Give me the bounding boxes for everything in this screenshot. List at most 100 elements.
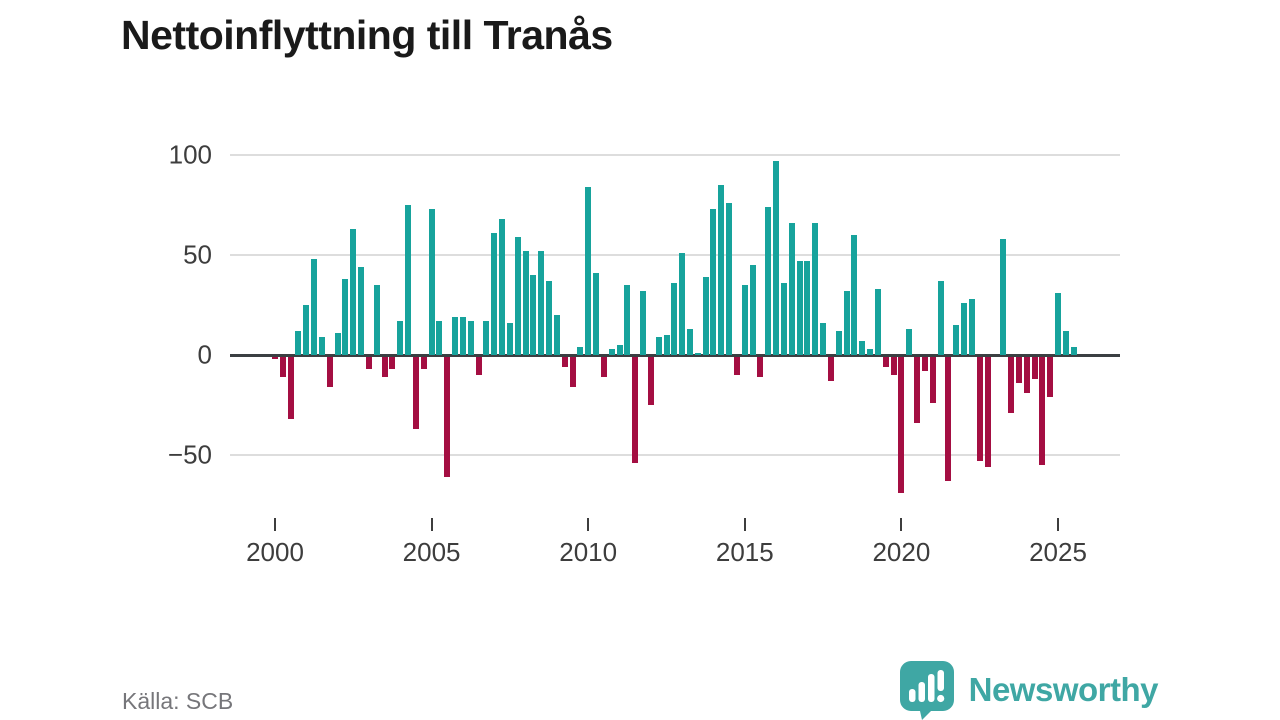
bar[interactable] bbox=[546, 281, 553, 355]
bar[interactable] bbox=[929, 357, 936, 403]
bar[interactable] bbox=[1047, 357, 1054, 397]
bar[interactable] bbox=[655, 337, 662, 355]
bar[interactable] bbox=[663, 335, 670, 355]
bar[interactable] bbox=[600, 357, 607, 377]
bar[interactable] bbox=[538, 251, 545, 355]
bar[interactable] bbox=[686, 329, 693, 355]
bar[interactable] bbox=[381, 357, 388, 377]
bar[interactable] bbox=[859, 341, 866, 355]
bar[interactable] bbox=[530, 275, 537, 355]
bar[interactable] bbox=[303, 305, 310, 355]
bar[interactable] bbox=[499, 219, 506, 355]
bar[interactable] bbox=[937, 281, 944, 355]
bar[interactable] bbox=[1023, 357, 1030, 393]
bar[interactable] bbox=[358, 267, 365, 355]
bar[interactable] bbox=[820, 323, 827, 355]
bar[interactable] bbox=[796, 261, 803, 355]
bar[interactable] bbox=[679, 253, 686, 355]
bar[interactable] bbox=[984, 357, 991, 467]
bar[interactable] bbox=[1000, 239, 1007, 355]
bar[interactable] bbox=[452, 317, 459, 355]
bar[interactable] bbox=[914, 357, 921, 423]
bar[interactable] bbox=[365, 357, 372, 369]
bar[interactable] bbox=[1008, 357, 1015, 413]
bar[interactable] bbox=[1062, 331, 1069, 355]
bar[interactable] bbox=[577, 347, 584, 355]
bar[interactable] bbox=[318, 337, 325, 355]
bar[interactable] bbox=[694, 353, 701, 355]
bar[interactable] bbox=[569, 357, 576, 387]
bar[interactable] bbox=[788, 223, 795, 355]
bar[interactable] bbox=[420, 357, 427, 369]
bar[interactable] bbox=[467, 321, 474, 355]
bar[interactable] bbox=[921, 357, 928, 371]
bar[interactable] bbox=[671, 283, 678, 355]
bar[interactable] bbox=[608, 349, 615, 355]
bar[interactable] bbox=[1039, 357, 1046, 465]
bar[interactable] bbox=[843, 291, 850, 355]
bar[interactable] bbox=[812, 223, 819, 355]
bar[interactable] bbox=[444, 357, 451, 477]
bar[interactable] bbox=[311, 259, 318, 355]
bar[interactable] bbox=[749, 265, 756, 355]
bar[interactable] bbox=[350, 229, 357, 355]
bar[interactable] bbox=[593, 273, 600, 355]
bar[interactable] bbox=[968, 299, 975, 355]
bar[interactable] bbox=[1055, 293, 1061, 355]
bar[interactable] bbox=[647, 357, 654, 405]
bar[interactable] bbox=[640, 291, 646, 355]
bar[interactable] bbox=[702, 277, 709, 355]
bar[interactable] bbox=[1015, 357, 1022, 383]
bar[interactable] bbox=[295, 331, 302, 355]
bar[interactable] bbox=[867, 349, 874, 355]
bar[interactable] bbox=[326, 357, 333, 387]
bar[interactable] bbox=[780, 283, 787, 355]
bar[interactable] bbox=[945, 357, 952, 481]
bar[interactable] bbox=[827, 357, 834, 381]
bar[interactable] bbox=[741, 285, 748, 355]
bar[interactable] bbox=[491, 233, 498, 355]
bar[interactable] bbox=[514, 237, 521, 355]
bar[interactable] bbox=[953, 325, 960, 355]
bar[interactable] bbox=[851, 235, 858, 355]
bar[interactable] bbox=[287, 357, 294, 419]
bar[interactable] bbox=[585, 187, 592, 355]
bar[interactable] bbox=[279, 357, 286, 377]
bar[interactable] bbox=[1070, 347, 1077, 355]
bar[interactable] bbox=[397, 321, 404, 355]
bar[interactable] bbox=[616, 345, 623, 355]
bar[interactable] bbox=[726, 203, 733, 355]
bar[interactable] bbox=[632, 357, 639, 463]
bar[interactable] bbox=[436, 321, 443, 355]
bar[interactable] bbox=[624, 285, 631, 355]
bar[interactable] bbox=[718, 185, 725, 355]
bar[interactable] bbox=[373, 285, 380, 355]
bar[interactable] bbox=[522, 251, 529, 355]
bar[interactable] bbox=[334, 333, 341, 355]
bar[interactable] bbox=[874, 289, 881, 355]
bar[interactable] bbox=[804, 261, 811, 355]
bar[interactable] bbox=[561, 357, 568, 367]
bar[interactable] bbox=[389, 357, 396, 369]
bar[interactable] bbox=[882, 357, 889, 367]
bar[interactable] bbox=[710, 209, 717, 355]
bar[interactable] bbox=[773, 161, 780, 355]
bar[interactable] bbox=[412, 357, 419, 429]
bar[interactable] bbox=[733, 357, 740, 375]
bar[interactable] bbox=[961, 303, 968, 355]
bar[interactable] bbox=[898, 357, 905, 493]
bar[interactable] bbox=[976, 357, 983, 461]
bar[interactable] bbox=[342, 279, 349, 355]
bar[interactable] bbox=[890, 357, 897, 375]
bar[interactable] bbox=[757, 357, 764, 377]
bar[interactable] bbox=[553, 315, 560, 355]
bar[interactable] bbox=[835, 331, 842, 355]
bar[interactable] bbox=[1031, 357, 1038, 379]
bar[interactable] bbox=[459, 317, 466, 355]
newsworthy-logo[interactable]: Newsworthy bbox=[899, 660, 1159, 720]
bar[interactable] bbox=[475, 357, 482, 375]
bar[interactable] bbox=[428, 209, 435, 355]
bar[interactable] bbox=[272, 357, 278, 359]
bar[interactable] bbox=[405, 205, 412, 355]
bar[interactable] bbox=[765, 207, 772, 355]
